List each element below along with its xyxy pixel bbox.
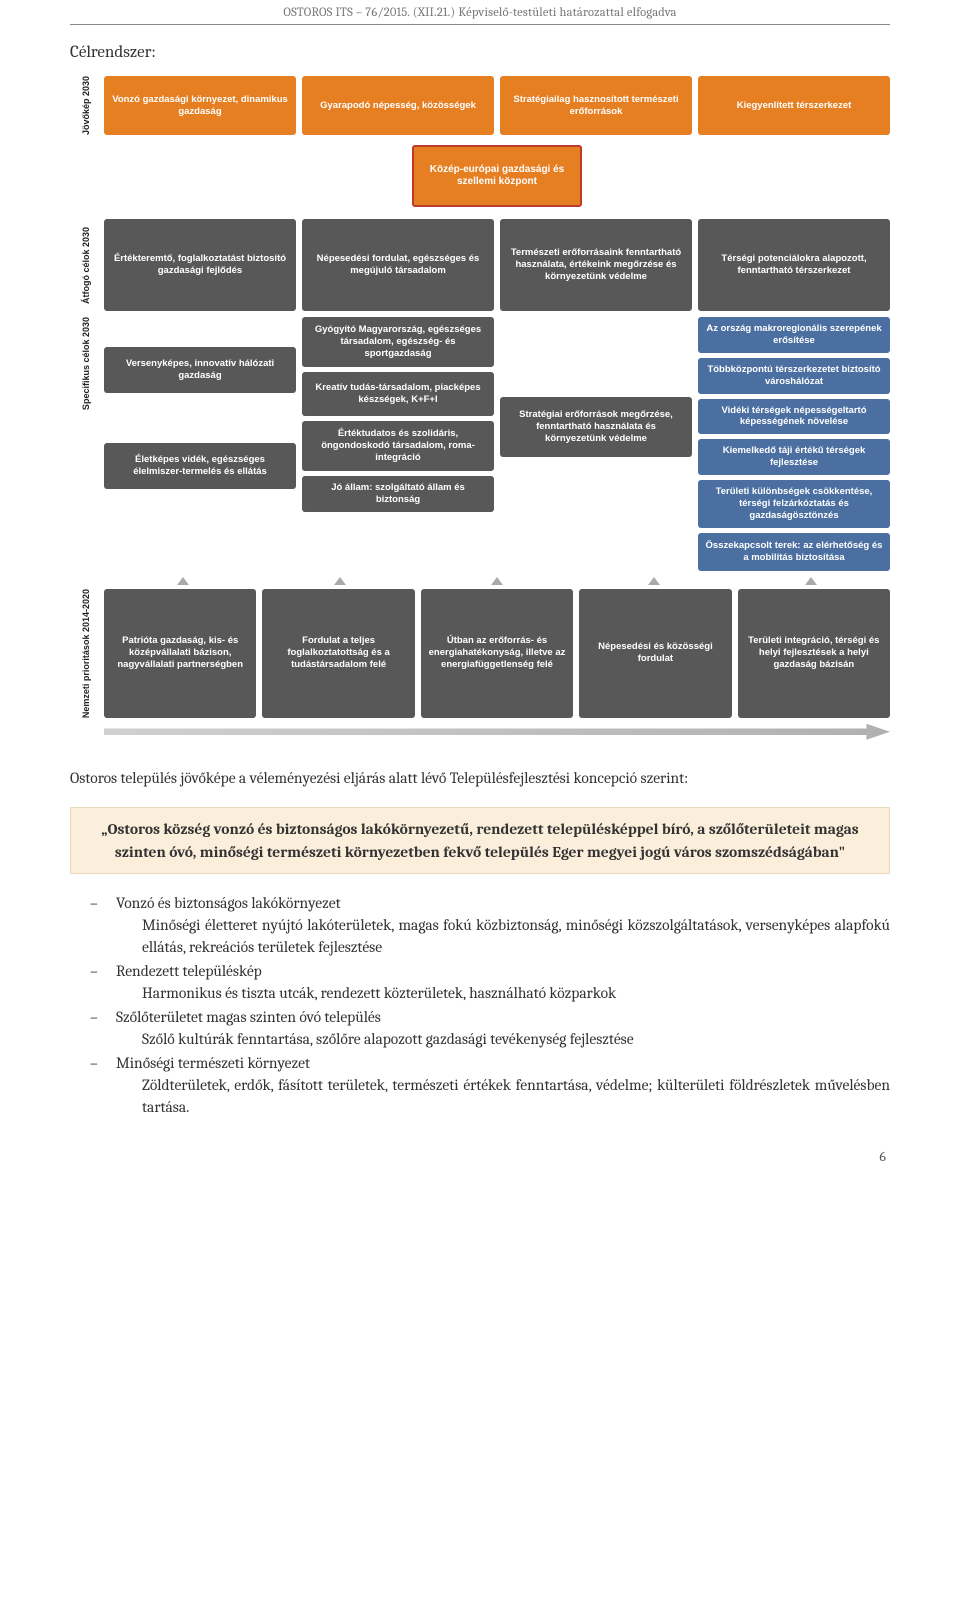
nemzeti-box: Fordulat a teljes foglalkoztatottság és … bbox=[262, 589, 414, 718]
spec-box-blue: Területi különbségek csökkentése, térség… bbox=[698, 480, 890, 528]
jovokep-box: Kiegyenlített térszerkezet bbox=[698, 76, 890, 135]
row-label-jovokep: Jövőkép 2030 bbox=[70, 76, 104, 135]
horizontal-arrow bbox=[104, 724, 890, 740]
atfogo-box: Értékteremtő, foglalkoztatást biztosító … bbox=[104, 219, 296, 311]
jovokep-box: Gyarapodó népesség, közösségek bbox=[302, 76, 494, 135]
nemzeti-box: Népesedési és közösségi fordulat bbox=[579, 589, 731, 718]
spec-box: Jó állam: szolgáltató állam és biztonság bbox=[302, 476, 494, 512]
atfogo-box: Térségi potenciálokra alapozott, fenntar… bbox=[698, 219, 890, 311]
list-item: Szőlőterületet magas szinten óvó települ… bbox=[90, 1006, 890, 1050]
row-label-nemzeti: Nemzeti prioritások 2014-2020 bbox=[70, 589, 104, 718]
spec-box: Stratégiai erőforrások megőrzése, fennta… bbox=[500, 397, 692, 457]
spec-box: Gyógyító Magyarország, egészséges társad… bbox=[302, 317, 494, 367]
section-title: Célrendszer: bbox=[70, 43, 890, 62]
goal-system-diagram: Jövőkép 2030 Vonzó gazdasági környezet, … bbox=[70, 76, 890, 740]
page-header: OSTOROS ITS – 76/2015. (XII.21.) Képvise… bbox=[70, 0, 890, 25]
jovokep-box: Stratégiailag hasznosított természeti er… bbox=[500, 76, 692, 135]
spec-box-blue: Az ország makroregionális szerepének erő… bbox=[698, 317, 890, 353]
row-label-spec: Specifikus célok 2030 bbox=[70, 317, 104, 410]
hub-box: Közép-európai gazdasági és szellemi közp… bbox=[412, 145, 582, 207]
nemzeti-box: Patrióta gazdaság, kis- és középvállalat… bbox=[104, 589, 256, 718]
bullet-title: Vonzó és biztonságos lakókörnyezet bbox=[116, 894, 341, 912]
bullet-sub: Szőlő kultúrák fenntartása, szőlőre alap… bbox=[116, 1028, 890, 1050]
nemzeti-box: Területi integráció, térségi és helyi fe… bbox=[738, 589, 890, 718]
spec-box: Versenyképes, innovatív hálózati gazdasá… bbox=[104, 347, 296, 393]
spec-box-blue: Kiemelkedő táji értékű térségek fejleszt… bbox=[698, 439, 890, 475]
atfogo-box: Természeti erőforrásaink fenntartható ha… bbox=[500, 219, 692, 311]
list-item: Rendezett településkép Harmonikus és tis… bbox=[90, 960, 890, 1004]
page-number: 6 bbox=[70, 1148, 890, 1165]
list-item: Vonzó és biztonságos lakókörnyezet Minős… bbox=[90, 892, 890, 958]
bullet-sub: Harmonikus és tiszta utcák, rendezett kö… bbox=[116, 982, 890, 1004]
spec-box-blue: Összekapcsolt terek: az elérhetőség és a… bbox=[698, 533, 890, 571]
spec-box: Értéktudatos és szolidáris, öngondoskodó… bbox=[302, 421, 494, 471]
highlight-quote: „Ostoros község vonzó és biztonságos lak… bbox=[70, 807, 890, 874]
spec-box-blue: Többközpontú térszerkezetet biztosító vá… bbox=[698, 358, 890, 394]
spec-box: Életképes vidék, egészséges élelmiszer-t… bbox=[104, 443, 296, 489]
bullet-list: Vonzó és biztonságos lakókörnyezet Minős… bbox=[70, 892, 890, 1118]
bullet-title: Minőségi természeti környezet bbox=[116, 1054, 310, 1072]
intro-paragraph: Ostoros település jövőképe a véleményezé… bbox=[70, 768, 890, 789]
spec-box-blue: Vidéki térségek népességeltartó képesség… bbox=[698, 399, 890, 435]
bullet-title: Szőlőterületet magas szinten óvó települ… bbox=[116, 1008, 381, 1026]
atfogo-box: Népesedési fordulat, egészséges és megúj… bbox=[302, 219, 494, 311]
list-item: Minőségi természeti környezet Zöldterüle… bbox=[90, 1052, 890, 1118]
nemzeti-box: Útban az erőforrás- és energiahatékonysá… bbox=[421, 589, 573, 718]
jovokep-box: Vonzó gazdasági környezet, dinamikus gaz… bbox=[104, 76, 296, 135]
bullet-title: Rendezett településkép bbox=[116, 962, 262, 980]
row-label-atfogo: Átfogó célok 2030 bbox=[70, 219, 104, 311]
spec-box: Kreatív tudás-társadalom, piacképes kész… bbox=[302, 372, 494, 416]
arrow-row bbox=[104, 577, 890, 587]
bullet-sub: Zöldterületek, erdők, fásított területek… bbox=[116, 1074, 890, 1118]
bullet-sub: Minőségi életteret nyújtó lakóterületek,… bbox=[116, 914, 890, 958]
